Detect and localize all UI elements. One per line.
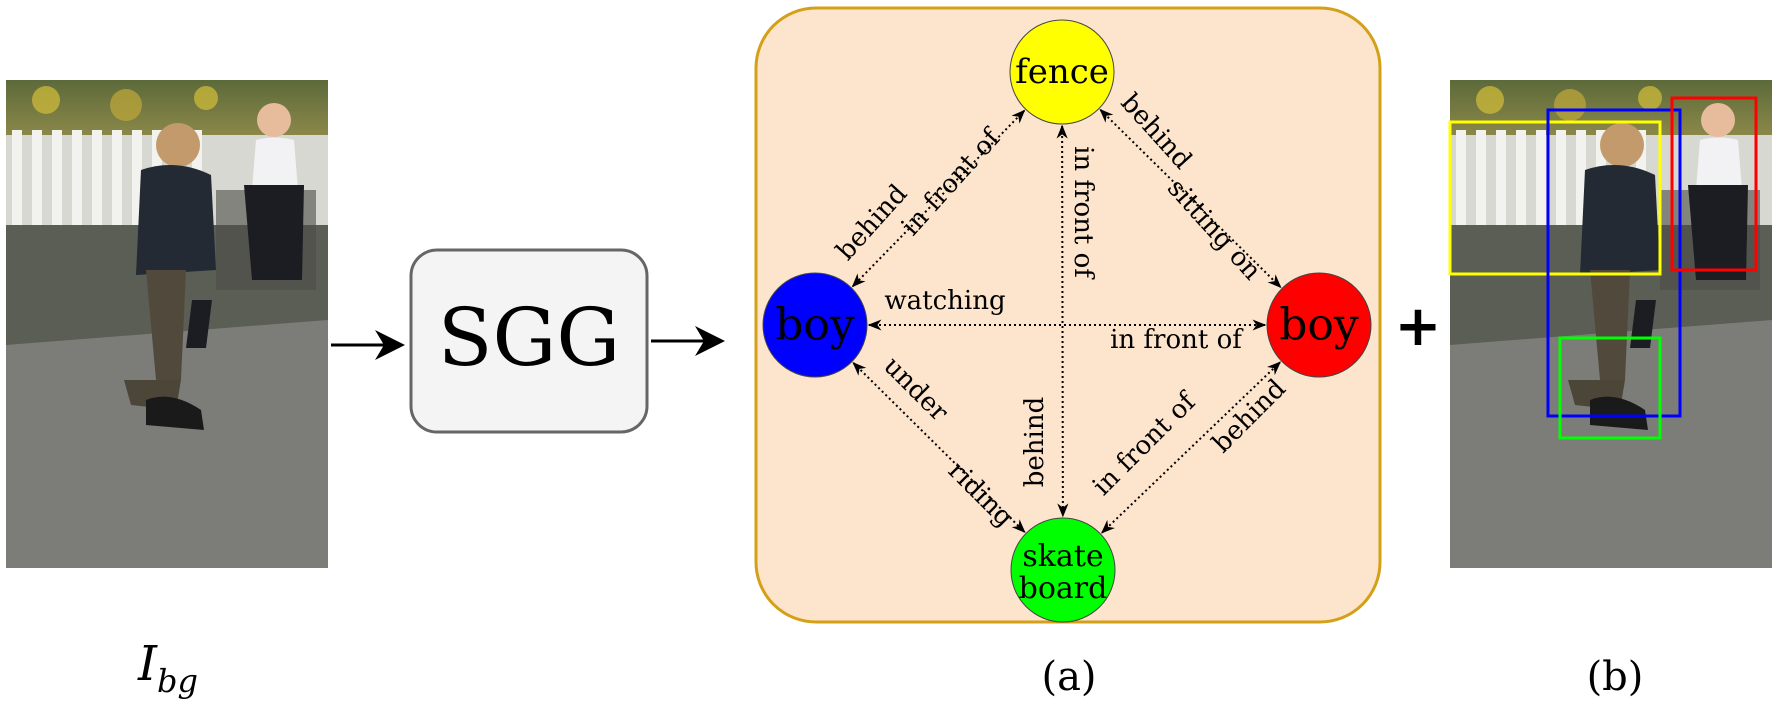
node-fence: fence	[1009, 19, 1115, 125]
edge-label-boy-right-boy-left: watching	[884, 286, 1005, 316]
node-boy-right: boy	[1266, 272, 1372, 378]
edge-fence-boy_right	[1099, 108, 1282, 289]
node-label-skateboard-1: board	[1019, 571, 1108, 606]
edge-label-skateboard-fence: behind	[1020, 397, 1050, 487]
edge-label-boy-left-boy-right: in front of	[1110, 325, 1244, 355]
boxes-image	[1448, 80, 1772, 568]
bbox-skateboard	[1558, 336, 1662, 440]
input-image-caption: Ibg	[137, 636, 198, 700]
scene-graph-edges	[851, 108, 1282, 534]
svg-text:Ibg: Ibg	[137, 636, 198, 700]
plus-sign: +	[1395, 294, 1442, 359]
node-label-boy-left-0: boy	[775, 300, 855, 351]
caption-main: I	[137, 636, 158, 692]
edge-fence-boy_left	[851, 109, 1026, 288]
node-label-fence-0: fence	[1015, 52, 1109, 92]
sgg-label: SGG	[438, 291, 621, 384]
panel-caption-b: (b)	[1587, 654, 1644, 700]
bbox-boy-right	[1670, 96, 1758, 272]
bbox-fence	[1448, 120, 1662, 276]
edge-label-fence-skateboard: in front of	[1068, 146, 1098, 280]
sgg-block: SGG	[409, 248, 649, 434]
bbox-boy-left	[1546, 108, 1682, 418]
caption-sub: bg	[157, 662, 198, 700]
node-label-skateboard-0: skate	[1022, 539, 1103, 574]
node-label-boy-right-0: boy	[1279, 300, 1359, 351]
edge-skateboard-boy_right	[1101, 361, 1281, 534]
panel-caption-a: (a)	[1041, 654, 1096, 700]
node-boy-left: boy	[762, 272, 868, 378]
input-image	[6, 80, 328, 568]
edge-boy_left-skateboard	[852, 361, 1026, 534]
